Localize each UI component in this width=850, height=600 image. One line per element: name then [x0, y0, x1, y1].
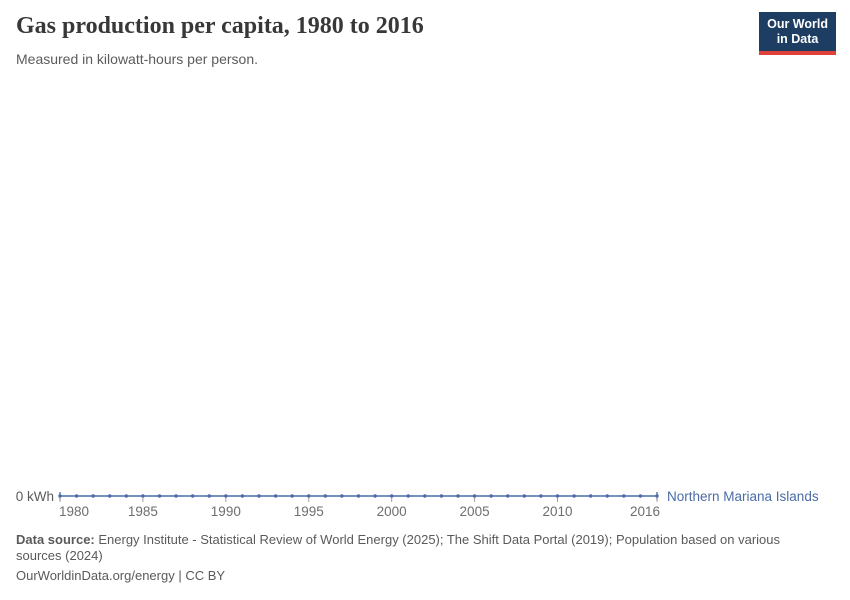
- data-point: [224, 494, 228, 498]
- data-source-label: Data source:: [16, 532, 95, 547]
- data-point: [240, 494, 245, 498]
- data-point: [506, 494, 510, 498]
- data-point: [58, 494, 62, 498]
- series-label[interactable]: Northern Mariana Islands: [667, 489, 819, 504]
- data-point: [74, 494, 79, 498]
- data-point: [373, 494, 377, 498]
- data-point: [622, 494, 626, 498]
- x-tick-label: 2000: [377, 504, 407, 519]
- data-point: [456, 494, 460, 498]
- data-point: [190, 494, 195, 498]
- data-point: [174, 494, 178, 498]
- page-subtitle: Measured in kilowatt-hours per person.: [16, 51, 259, 67]
- y-axis-zero-label: 0 kWh: [16, 489, 54, 504]
- data-source-text: Energy Institute - Statistical Review of…: [16, 532, 781, 563]
- data-source-line: Data source: Energy Institute - Statisti…: [16, 532, 828, 564]
- x-tick-label: 2005: [460, 504, 490, 519]
- data-point: [108, 494, 112, 498]
- data-point: [605, 494, 609, 498]
- data-point: [489, 494, 493, 498]
- data-point: [439, 494, 444, 498]
- x-tick-label: 1980: [59, 504, 89, 519]
- data-point: [157, 494, 162, 498]
- x-tick-label: 2016: [630, 504, 660, 519]
- data-point: [472, 494, 477, 498]
- data-point: [307, 494, 311, 498]
- owid-logo-bar: [759, 51, 836, 55]
- data-point: [555, 494, 560, 498]
- data-point: [207, 494, 211, 498]
- owid-logo-line1: Our World: [767, 17, 828, 31]
- data-point: [273, 494, 278, 498]
- page-title: Gas production per capita, 1980 to 2016: [16, 13, 424, 39]
- data-point: [124, 494, 129, 498]
- footer-link-line: OurWorldinData.org/energy | CC BY: [16, 568, 828, 584]
- data-point: [423, 494, 427, 498]
- x-tick-label: 1985: [128, 504, 158, 519]
- data-point: [356, 494, 361, 498]
- data-point: [340, 494, 344, 498]
- data-point: [257, 494, 261, 498]
- data-point: [539, 494, 543, 498]
- footer: Data source: Energy Institute - Statisti…: [16, 532, 828, 584]
- owid-url-link[interactable]: OurWorldinData.org/energy | CC BY: [16, 568, 226, 583]
- data-point: [91, 494, 95, 498]
- x-tick-label: 1995: [294, 504, 324, 519]
- data-point: [572, 494, 576, 498]
- data-point: [290, 494, 294, 498]
- data-point: [389, 494, 394, 498]
- data-point: [323, 494, 328, 498]
- data-point: [522, 494, 527, 498]
- owid-logo: Our World in Data: [759, 12, 836, 55]
- data-point: [655, 494, 659, 498]
- x-tick-label: 2010: [542, 504, 572, 519]
- data-point: [141, 494, 145, 498]
- data-point: [638, 494, 643, 498]
- data-point: [406, 494, 410, 498]
- owid-logo-line2: in Data: [776, 32, 819, 46]
- x-tick-label: 1990: [211, 504, 241, 519]
- data-point: [588, 494, 593, 498]
